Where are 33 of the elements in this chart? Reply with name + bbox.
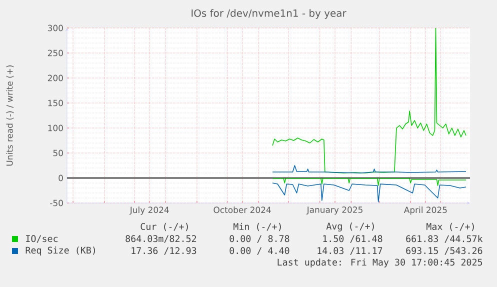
- y-tick-label: -50: [50, 200, 63, 206]
- legend-label: IO/sec: [26, 235, 58, 243]
- chart-title: IOs for /dev/nvme1n1 - by year: [192, 9, 346, 19]
- text: 661.83 /44.57k: [406, 235, 483, 243]
- y-tick-label: 0: [58, 174, 63, 182]
- text: Cur (-/+): [140, 222, 188, 232]
- x-tick-label: April 2025: [404, 206, 447, 215]
- legend-label: Req Size (KB): [26, 246, 96, 256]
- line-series: [272, 165, 466, 174]
- text: Min (-/+): [234, 222, 281, 232]
- text: 693.15 /543.26: [406, 247, 482, 255]
- text: 864.03m/82.52: [126, 235, 196, 243]
- text: Max (-/+): [426, 222, 474, 232]
- text: 0.00 / 4.40: [230, 247, 290, 255]
- text: Avg (-/+): [326, 222, 374, 232]
- y-tick-label: 200: [48, 74, 63, 82]
- line-series: [272, 28, 466, 174]
- y-tick-label: 300: [48, 24, 63, 32]
- x-tick-label: January 2025: [306, 206, 362, 215]
- line-series: [272, 182, 466, 202]
- y-tick-label: 150: [48, 100, 63, 106]
- x-tick-label: October 2024: [214, 206, 271, 214]
- text: 0.00 / 8.78: [230, 235, 290, 243]
- line-series: [272, 178, 466, 186]
- text: 17.36 /12.93: [132, 247, 196, 255]
- y-tick-label: 50: [53, 150, 63, 156]
- y-tick-label: 100: [48, 124, 63, 132]
- text: Last update: Fri May 30 17:00:45 2025: [278, 258, 482, 268]
- text: 1.50 /61.48: [323, 235, 382, 243]
- text: 14.03 /11.17: [318, 247, 382, 255]
- y-axis-title: Units read (-) / write (+): [6, 65, 14, 166]
- x-tick-label: July 2024: [129, 206, 169, 215]
- y-tick-label: 250: [48, 50, 63, 56]
